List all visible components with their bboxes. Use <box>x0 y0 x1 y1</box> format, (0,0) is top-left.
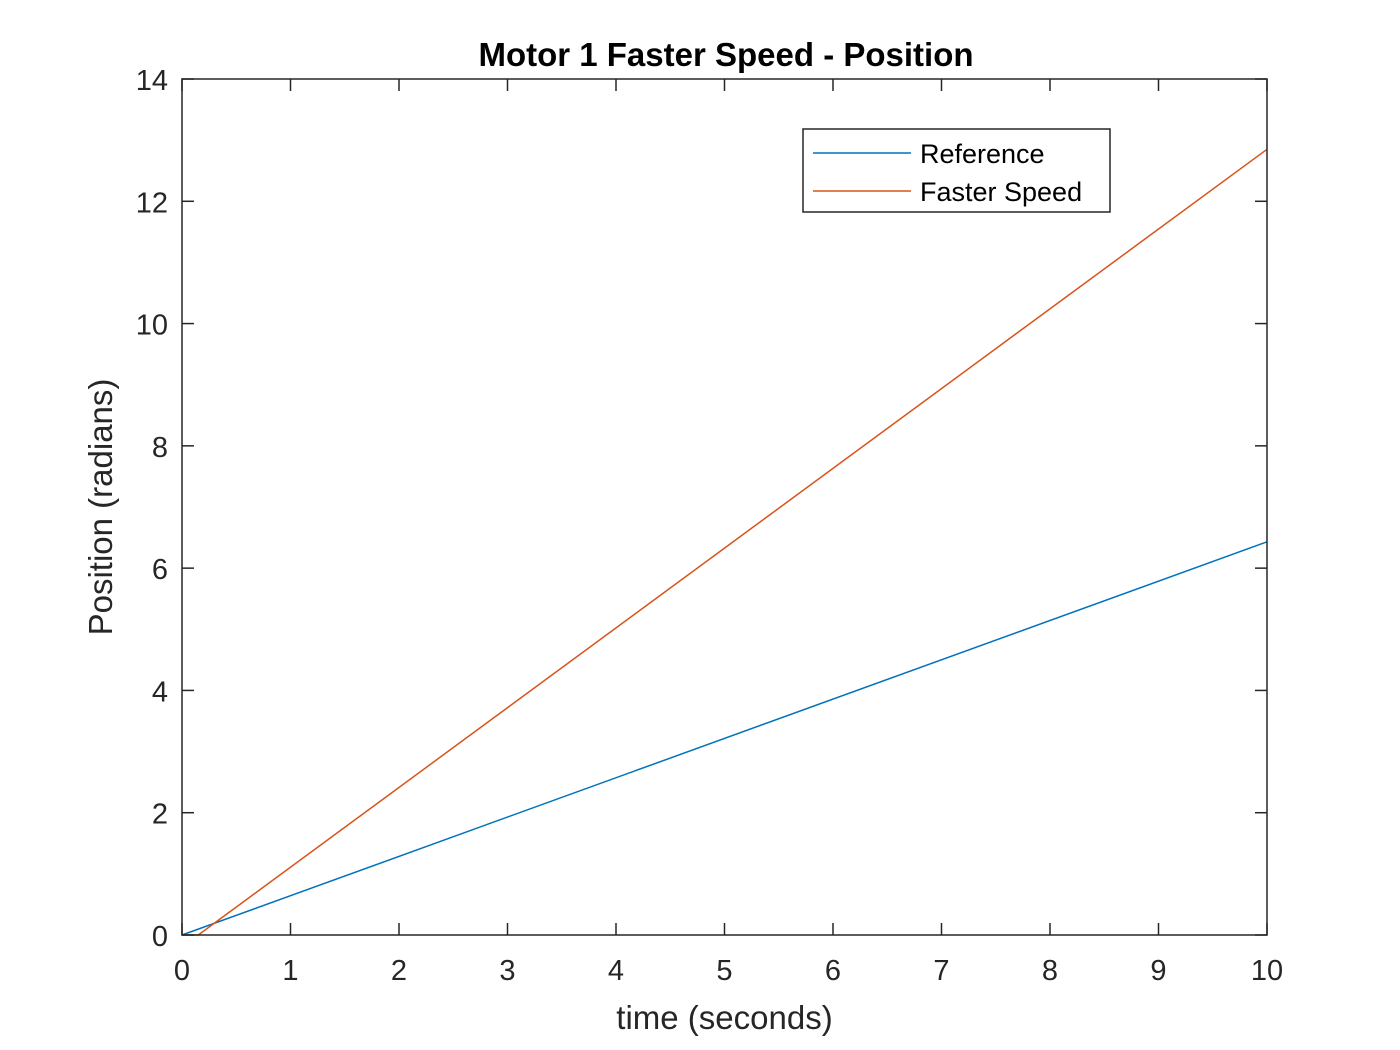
chart-title: Motor 1 Faster Speed - Position <box>478 36 973 73</box>
x-tick-label: 0 <box>174 955 190 987</box>
legend-label-faster-speed: Faster Speed <box>920 177 1082 207</box>
x-tick-label: 10 <box>1251 955 1283 987</box>
y-tick-label: 2 <box>152 799 168 831</box>
x-tick-label: 8 <box>1042 955 1058 987</box>
legend-box <box>802 128 1111 213</box>
plot-area <box>182 79 1267 935</box>
x-tick-label: 2 <box>391 955 407 987</box>
y-tick-label: 4 <box>152 676 168 708</box>
y-tick-label: 10 <box>136 310 168 342</box>
x-axis-label: time (seconds) <box>616 999 832 1036</box>
y-tick-label: 0 <box>152 921 168 953</box>
y-tick-label: 12 <box>136 187 168 219</box>
legend: Reference Faster Speed <box>802 128 1111 213</box>
y-tick-label: 8 <box>152 432 168 464</box>
x-tick-label: 4 <box>608 955 624 987</box>
plot-frame <box>181 78 1268 936</box>
x-tick-label: 1 <box>282 955 298 987</box>
x-tick-label: 7 <box>933 955 949 987</box>
x-tick-label: 3 <box>499 955 515 987</box>
y-axis-label: Position (radians) <box>82 379 119 636</box>
x-tick-label: 9 <box>1150 955 1166 987</box>
x-tick-label: 6 <box>825 955 841 987</box>
series-line-reference <box>181 541 1268 936</box>
legend-label-reference: Reference <box>920 139 1045 169</box>
y-tick-label: 6 <box>152 554 168 586</box>
y-tick-label: 14 <box>136 65 168 97</box>
x-tick-label: 5 <box>716 955 732 987</box>
